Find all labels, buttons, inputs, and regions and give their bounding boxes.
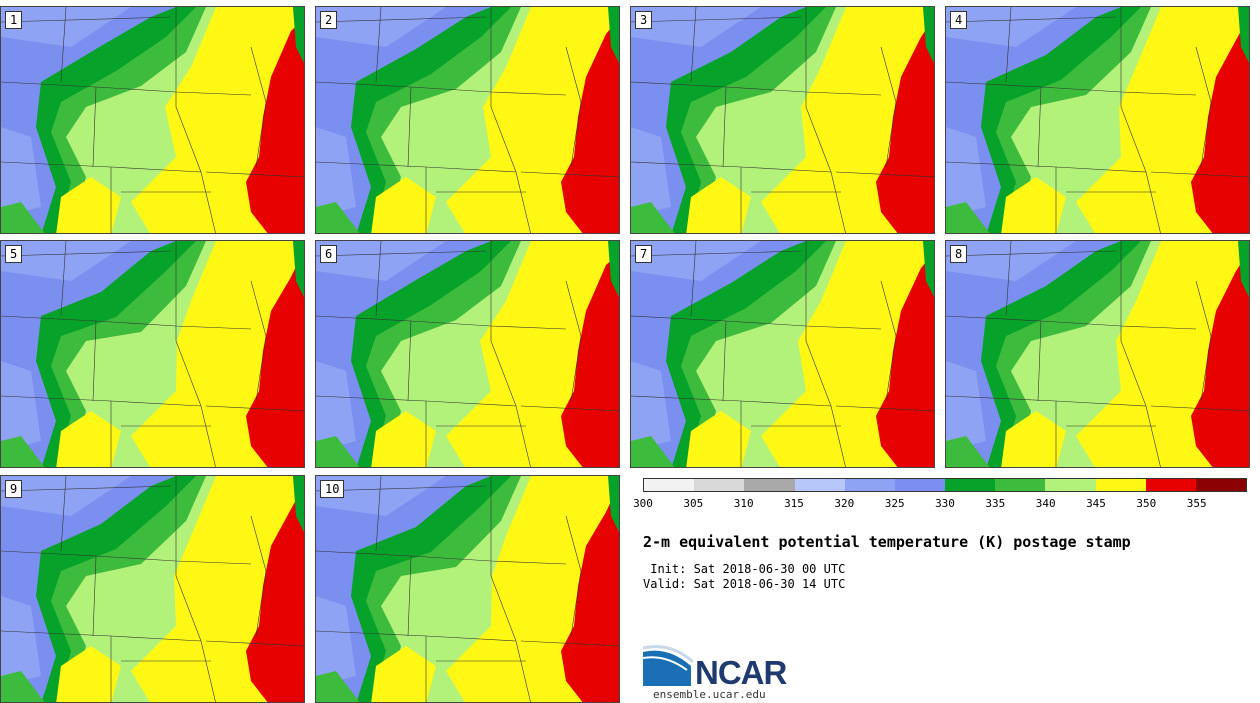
member-number-label: 4 <box>950 11 968 29</box>
colorbar-swatch <box>1195 479 1247 491</box>
colorbar-tick-label: 315 <box>784 497 804 510</box>
ensemble-member-map: 2 <box>315 6 620 234</box>
colorbar-tick-label: 300 <box>633 497 653 510</box>
colorbar-swatch <box>694 479 745 491</box>
colorbar <box>643 478 1247 492</box>
colorbar-tick-label: 325 <box>884 497 905 510</box>
theta-e-field <box>631 241 934 467</box>
colorbar-swatch <box>744 479 795 491</box>
colorbar-tick-label: 310 <box>733 497 754 510</box>
state-boundaries <box>631 7 934 233</box>
colorbar-tick-label: 340 <box>1035 497 1056 510</box>
theta-e-field <box>1 241 304 467</box>
state-boundaries <box>1 241 304 467</box>
colorbar-swatch <box>1045 479 1096 491</box>
valid-time: Valid: Sat 2018-06-30 14 UTC <box>643 577 846 591</box>
colorbar-tick-label: 305 <box>683 497 704 510</box>
state-boundaries <box>316 7 619 233</box>
member-number-label: 1 <box>5 11 23 29</box>
theta-e-field <box>631 7 934 233</box>
member-number-label: 2 <box>320 11 338 29</box>
figure-title: 2-m equivalent potential temperature (K)… <box>643 533 1131 551</box>
state-boundaries <box>946 241 1249 467</box>
colorbar-swatch <box>844 479 895 491</box>
theta-e-field <box>316 7 619 233</box>
ensemble-member-map: 1 <box>0 6 305 234</box>
member-number-label: 7 <box>635 245 653 263</box>
member-number-label: 3 <box>635 11 653 29</box>
ensemble-member-map: 6 <box>315 240 620 468</box>
theta-e-field <box>1 7 304 233</box>
ensemble-member-map: 9 <box>0 475 305 703</box>
theta-e-field <box>946 7 1249 233</box>
colorbar-swatch <box>1145 479 1196 491</box>
state-boundaries <box>946 7 1249 233</box>
theta-e-field <box>316 241 619 467</box>
state-boundaries <box>316 476 619 702</box>
ensemble-member-map: 10 <box>315 475 620 703</box>
colorbar-tick-label: 330 <box>935 497 955 510</box>
ncar-logo-text: NCAR <box>695 654 787 691</box>
member-number-label: 9 <box>5 480 23 498</box>
theta-e-field <box>316 476 619 702</box>
state-boundaries <box>631 241 934 467</box>
ncar-logo-icon <box>643 645 695 686</box>
colorbar-swatch <box>945 479 996 491</box>
member-number-label: 6 <box>320 245 338 263</box>
colorbar-swatch <box>644 479 695 491</box>
colorbar-swatch <box>995 479 1046 491</box>
member-number-label: 8 <box>950 245 968 263</box>
theta-e-field <box>1 476 304 702</box>
colorbar-tick-label: 350 <box>1136 497 1157 510</box>
colorbar-tick-labels: 300 305 310 315 320 325 330 335 340 345 350 355 <box>633 497 1247 513</box>
ensemble-member-map: 4 <box>945 6 1250 234</box>
colorbar-swatch <box>894 479 946 491</box>
state-boundaries <box>316 241 619 467</box>
ensemble-member-map: 3 <box>630 6 935 234</box>
website-url: ensemble.ucar.edu <box>653 688 766 701</box>
init-time: Init: Sat 2018-06-30 00 UTC <box>643 562 846 576</box>
state-boundaries <box>1 7 304 233</box>
colorbar-tick-label: 335 <box>985 497 1006 510</box>
colorbar-tick-label: 320 <box>834 497 855 510</box>
colorbar-tick-label: 355 <box>1186 497 1207 510</box>
colorbar-swatch <box>794 479 845 491</box>
member-number-label: 5 <box>5 245 23 263</box>
theta-e-field <box>946 241 1249 467</box>
member-number-label: 10 <box>320 480 345 498</box>
ensemble-member-map: 8 <box>945 240 1250 468</box>
colorbar-swatch <box>1095 479 1146 491</box>
ensemble-member-map: 5 <box>0 240 305 468</box>
ensemble-member-map: 7 <box>630 240 935 468</box>
colorbar-tick-label: 345 <box>1086 497 1106 510</box>
state-boundaries <box>1 476 304 702</box>
